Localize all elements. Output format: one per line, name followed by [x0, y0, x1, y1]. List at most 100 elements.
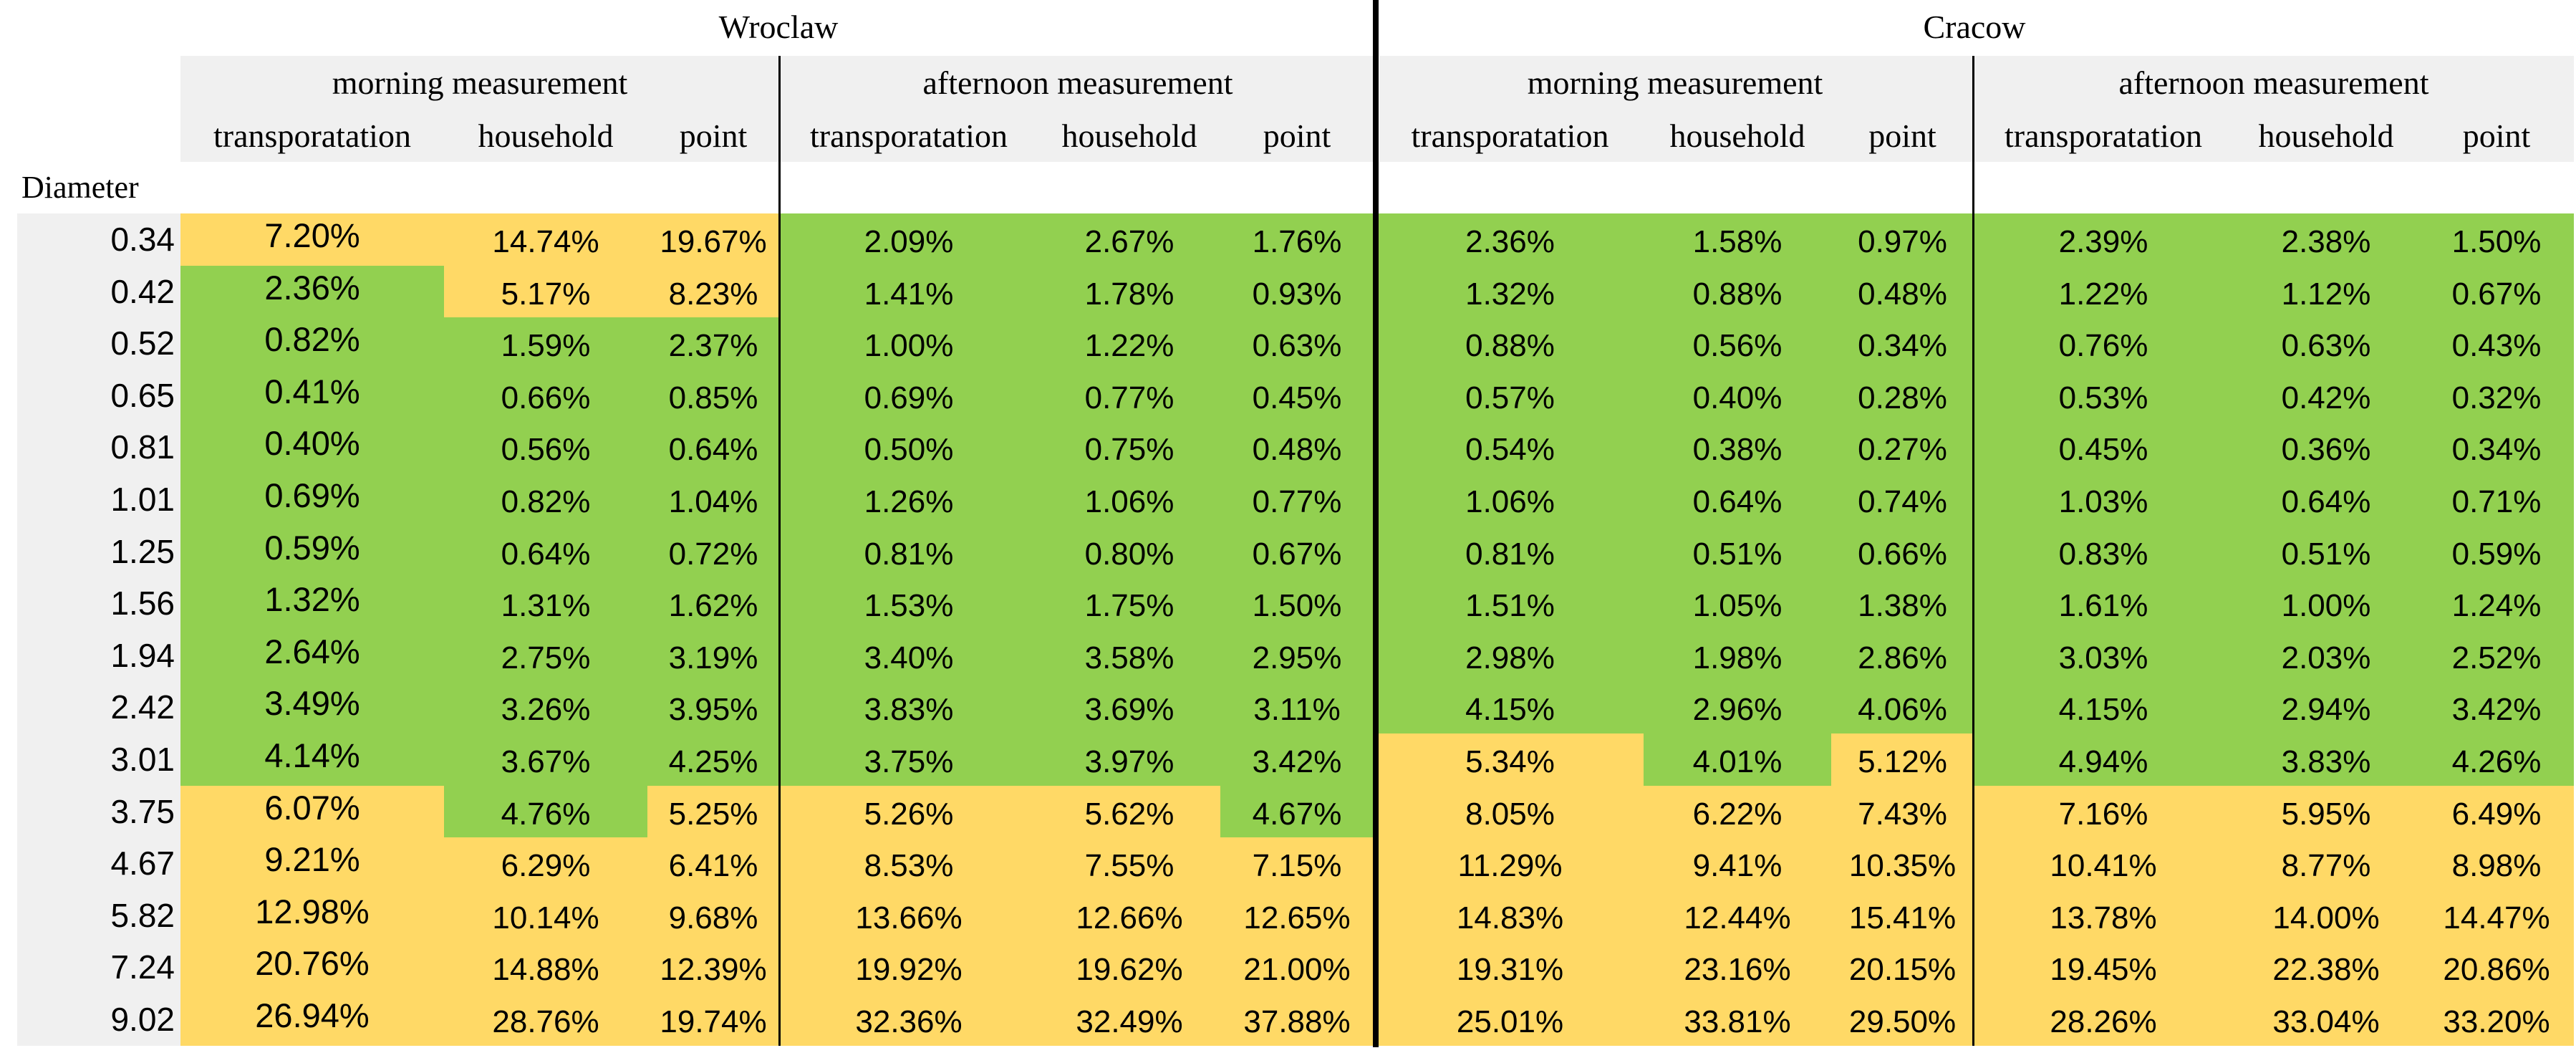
table-cell: 1.62% [647, 577, 779, 630]
table-cell: 4.01% [1644, 733, 1831, 787]
table-cell: 21.00% [1220, 941, 1374, 994]
header-spacer-cell [1222, 163, 1372, 209]
table-cell: 1.53% [779, 577, 1038, 630]
table-cell: 0.71% [2419, 473, 2574, 526]
table-cell: 5.25% [647, 785, 779, 838]
table-cell: 2.86% [1831, 629, 1974, 682]
table-cell: 19.67% [647, 213, 779, 266]
table-cell: 0.45% [1974, 421, 2233, 474]
table-cell: 3.67% [444, 733, 647, 787]
table-cell: 0.63% [1220, 317, 1374, 370]
table-cell: 0.85% [647, 369, 779, 422]
table-cell: 0.72% [647, 525, 779, 578]
table-cell: 3.11% [1220, 681, 1374, 734]
table-cell: 13.66% [779, 889, 1038, 942]
measurement-header-cracow-afternoon: afternoon measurement [2118, 64, 2429, 101]
table-cell: 1.12% [2233, 265, 2419, 318]
diameter-value: 0.42 [110, 272, 175, 310]
table-cell: 7.15% [1220, 837, 1374, 890]
table-cell: 28.26% [1974, 994, 2233, 1047]
table-cell: 0.77% [1220, 473, 1374, 526]
table-cell: 20.15% [1831, 941, 1974, 994]
table-cell: 0.88% [1376, 317, 1644, 370]
table-cell: 29.50% [1831, 994, 1974, 1047]
table-cell: 0.69% [779, 369, 1038, 422]
table-cell: 0.54% [1376, 421, 1644, 474]
table-cell: 1.26% [779, 473, 1038, 526]
table-cell: 6.41% [647, 837, 779, 890]
table-cell: 1.58% [1644, 213, 1831, 266]
table-cell: 2.39% [1974, 213, 2233, 266]
table-cell: 0.76% [1974, 317, 2233, 370]
diameter-value: 4.67 [110, 845, 175, 882]
table-cell: 6.49% [2419, 785, 2574, 838]
table-cell: 2.37% [647, 317, 779, 370]
column-header-point: point [679, 117, 748, 154]
table-cell: 0.97% [1831, 213, 1974, 266]
table-cell: 0.83% [1974, 525, 2233, 578]
table-cell: 8.05% [1376, 785, 1644, 838]
table-cell: 0.53% [1974, 369, 2233, 422]
table-cell: 32.36% [779, 994, 1038, 1047]
table-cell: 6.07% [180, 785, 444, 838]
table-cell: 0.28% [1831, 369, 1974, 422]
table-cell: 0.38% [1644, 421, 1831, 474]
diameter-label: Diameter [21, 170, 139, 205]
table-cell: 3.75% [779, 733, 1038, 787]
table-cell: 2.38% [2233, 213, 2419, 266]
table-cell: 12.98% [180, 889, 444, 942]
table-cell: 0.81% [779, 525, 1038, 578]
header-spacer-cell [2234, 163, 2418, 209]
table-cell: 3.95% [647, 681, 779, 734]
table-cell: 1.03% [1974, 473, 2233, 526]
divider-cracow-morning-afternoon [1972, 56, 1974, 1046]
table-cell: 1.76% [1220, 213, 1374, 266]
table-cell: 0.93% [1220, 265, 1374, 318]
table-cell: 33.04% [2233, 994, 2419, 1047]
table-cell: 0.81% [1376, 525, 1644, 578]
table-cell: 7.55% [1038, 837, 1220, 890]
table-cell: 1.04% [647, 473, 779, 526]
table-cell: 2.36% [1376, 213, 1644, 266]
table-cell: 1.51% [1376, 577, 1644, 630]
table-cell: 1.06% [1038, 473, 1220, 526]
table-cell: 12.65% [1220, 889, 1374, 942]
table-cell: 28.76% [444, 994, 647, 1047]
table-cell: 0.27% [1831, 421, 1974, 474]
column-header-household: household [478, 117, 614, 154]
table-cell: 0.41% [180, 369, 444, 422]
header-spacer-cell [781, 163, 1037, 209]
table-cell: 8.98% [2419, 837, 2574, 890]
table-cell: 0.59% [2419, 525, 2574, 578]
table-cell: 8.53% [779, 837, 1038, 890]
table-cell: 9.68% [647, 889, 779, 942]
city-header-wroclaw: Wroclaw [718, 9, 839, 45]
table-cell: 1.06% [1376, 473, 1644, 526]
header-spacer-cell [1040, 163, 1219, 209]
header-spacer-cell [1833, 163, 1972, 209]
table-cell: 14.47% [2419, 889, 2574, 942]
table-cell: 8.23% [647, 265, 779, 318]
divider-wroclaw-morning-afternoon [778, 56, 781, 1046]
table-cell: 1.22% [1038, 317, 1220, 370]
table-cell: 4.15% [1376, 681, 1644, 734]
table-cell: 22.38% [2233, 941, 2419, 994]
table-cell: 2.95% [1220, 629, 1374, 682]
table-cell: 0.56% [444, 421, 647, 474]
table-cell: 1.00% [2233, 577, 2419, 630]
table-cell: 0.64% [2233, 473, 2419, 526]
header-spacer-cell [1378, 163, 1642, 209]
table-cell: 3.83% [779, 681, 1038, 734]
table-cell: 0.48% [1831, 265, 1974, 318]
table-cell: 1.24% [2419, 577, 2574, 630]
table-cell: 1.61% [1974, 577, 2233, 630]
measurement-header-cracow-morning: morning measurement [1527, 64, 1823, 101]
table-cell: 0.82% [180, 317, 444, 370]
table-cell: 3.03% [1974, 629, 2233, 682]
table-cell: 2.52% [2419, 629, 2574, 682]
diameter-value: 0.52 [110, 324, 175, 362]
header-band-cracow [1379, 56, 2574, 162]
table-cell: 0.43% [2419, 317, 2574, 370]
table-cell: 0.66% [1831, 525, 1974, 578]
